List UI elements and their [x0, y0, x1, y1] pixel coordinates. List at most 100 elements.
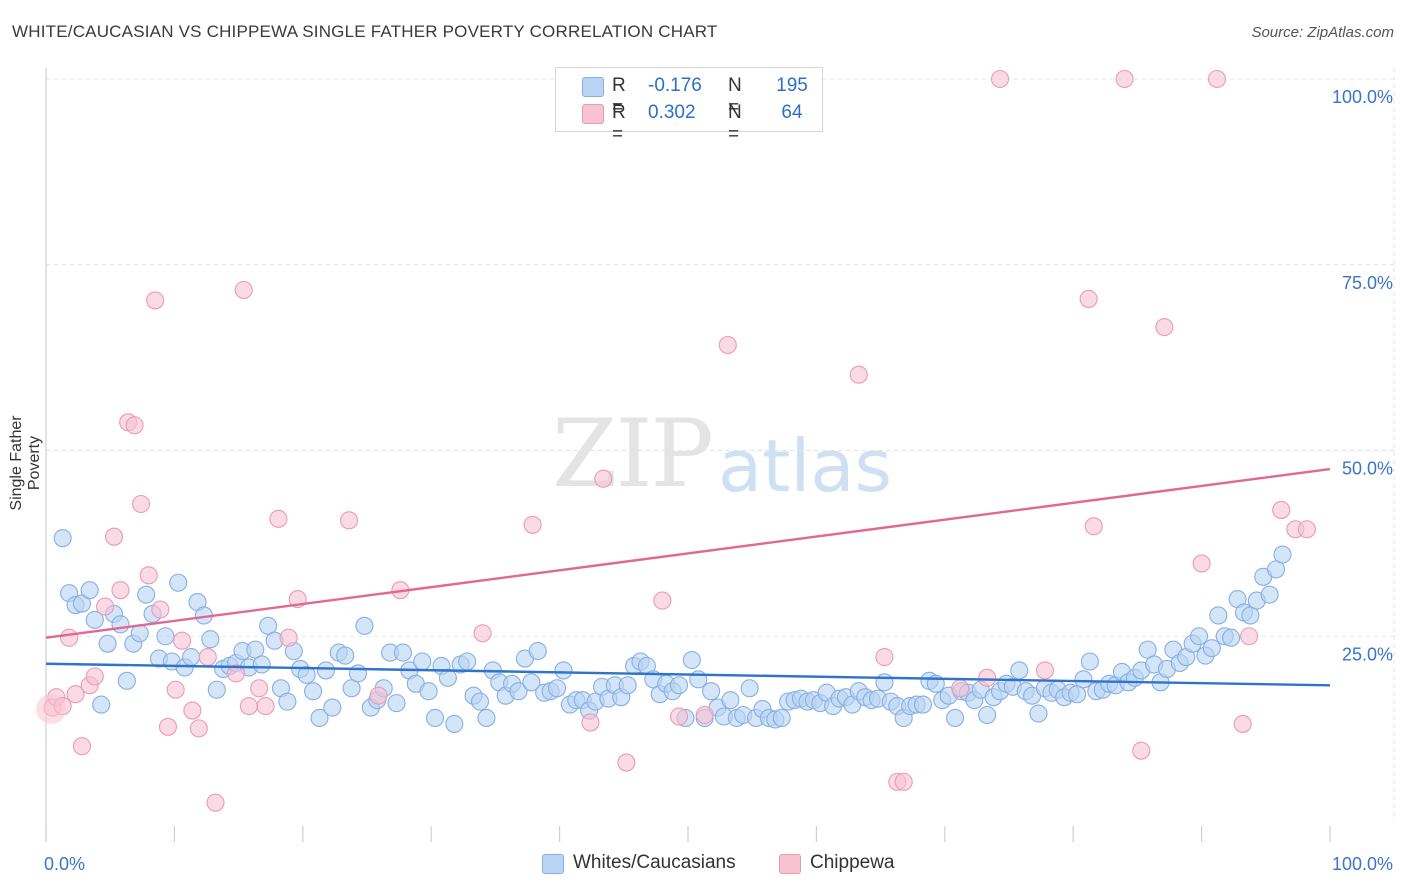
- chippewa-point: [166, 680, 185, 699]
- chippewa-point: [125, 416, 144, 435]
- white-point: [53, 529, 72, 548]
- white-point: [978, 705, 997, 725]
- chippewa-point: [96, 597, 115, 616]
- white-point: [702, 682, 721, 701]
- legend-n-value-white: 195: [776, 75, 808, 96]
- legend-label-white: Whites/Caucasians: [573, 852, 736, 873]
- white-point: [669, 676, 689, 695]
- white-point: [1189, 627, 1209, 646]
- chippewa-point: [1207, 69, 1227, 89]
- white-point: [426, 708, 445, 728]
- chippewa-point: [256, 697, 275, 716]
- tick-labels: 25.0% 50.0% 75.0% 100.0% 0.0% 100.0%: [44, 87, 1393, 874]
- chippewa-point: [695, 705, 714, 725]
- legend-r-label: R =: [612, 102, 626, 145]
- chippewa-point: [250, 679, 269, 698]
- legend-r-value-white: -0.176: [648, 75, 702, 96]
- chippewa-point: [139, 566, 158, 585]
- chippewa-point: [198, 648, 217, 667]
- white-point: [458, 652, 477, 671]
- white-point: [387, 694, 406, 713]
- white-point: [304, 682, 323, 701]
- chippewa-point: [151, 600, 170, 619]
- white-point: [207, 680, 226, 699]
- chippewa-point-cluster: [36, 694, 67, 725]
- white-point: [721, 691, 740, 710]
- x-tick-label-max: 100.0%: [1332, 854, 1393, 874]
- white-point: [182, 648, 201, 667]
- chippewa-point: [279, 628, 298, 647]
- white-point: [438, 668, 457, 687]
- chippewa-point: [234, 280, 253, 300]
- chippewa-point: [72, 737, 92, 756]
- white-point: [1209, 606, 1228, 625]
- white-point: [547, 679, 567, 698]
- chippewa-point: [173, 631, 192, 650]
- white-point: [772, 708, 791, 728]
- white-point: [92, 695, 111, 714]
- white-point: [477, 708, 496, 728]
- chippewa-point: [146, 291, 165, 310]
- white-point: [393, 643, 413, 662]
- chippewa-point: [85, 667, 104, 686]
- white-point: [875, 673, 894, 692]
- white-point: [413, 652, 432, 671]
- chippewa-point: [849, 365, 868, 384]
- chippewa-point: [1155, 318, 1174, 337]
- legend-n-label: N =: [728, 102, 742, 145]
- legend-label-chippewa: Chippewa: [810, 852, 895, 873]
- white-point: [522, 673, 541, 692]
- chippewa-point: [1233, 714, 1252, 733]
- white-point: [252, 655, 271, 674]
- chippewa-point: [653, 591, 672, 610]
- watermark-atlas: atlas: [718, 424, 892, 508]
- white-point: [554, 661, 573, 680]
- white-point: [111, 615, 130, 634]
- legend-swatch-chippewa: [582, 104, 604, 124]
- trend-lines: [45, 467, 1331, 687]
- white-point: [1202, 639, 1221, 658]
- chippewa-point: [523, 515, 542, 534]
- white-point: [80, 581, 99, 600]
- white-point: [740, 679, 759, 698]
- chippewa-point: [875, 648, 894, 667]
- chippewa-points: [36, 69, 1316, 812]
- white-point: [1273, 545, 1292, 564]
- white-points: [53, 529, 1292, 733]
- chippewa-point: [978, 668, 997, 687]
- white-point: [323, 698, 342, 717]
- white-point: [310, 708, 329, 728]
- chippewa-point: [951, 679, 970, 698]
- chippewa-point: [1115, 69, 1134, 89]
- white-point: [98, 634, 117, 653]
- y-tick-label: 50.0%: [1342, 459, 1393, 479]
- white-point: [169, 573, 188, 592]
- white-point: [348, 664, 368, 683]
- white-point: [1260, 585, 1279, 604]
- white-point: [137, 585, 156, 604]
- source-label: Source: ZipAtlas.com: [1251, 24, 1394, 41]
- white-point: [316, 661, 335, 680]
- white-point: [117, 671, 136, 690]
- chippewa-point: [183, 701, 202, 720]
- chippewa-point: [131, 494, 151, 514]
- white-point: [913, 695, 933, 714]
- white-point: [1029, 704, 1048, 723]
- chippewa-point: [1192, 554, 1211, 573]
- white-point: [509, 682, 528, 701]
- y-tick-label: 25.0%: [1342, 644, 1393, 664]
- chippewa-point: [239, 697, 258, 716]
- white-point: [1010, 661, 1029, 680]
- legend-r-label: R =: [612, 75, 626, 118]
- chippewa-point: [473, 624, 492, 643]
- white-point: [618, 676, 637, 695]
- white-point: [72, 594, 92, 613]
- watermark-zip: ZIP: [552, 400, 714, 509]
- white-point: [470, 692, 490, 711]
- chippewa-point: [581, 713, 600, 732]
- chippewa-point: [718, 335, 737, 355]
- legend-swatch-white: [582, 77, 604, 97]
- y-tick-label: 100.0%: [1332, 87, 1393, 107]
- chippewa-point: [111, 581, 130, 600]
